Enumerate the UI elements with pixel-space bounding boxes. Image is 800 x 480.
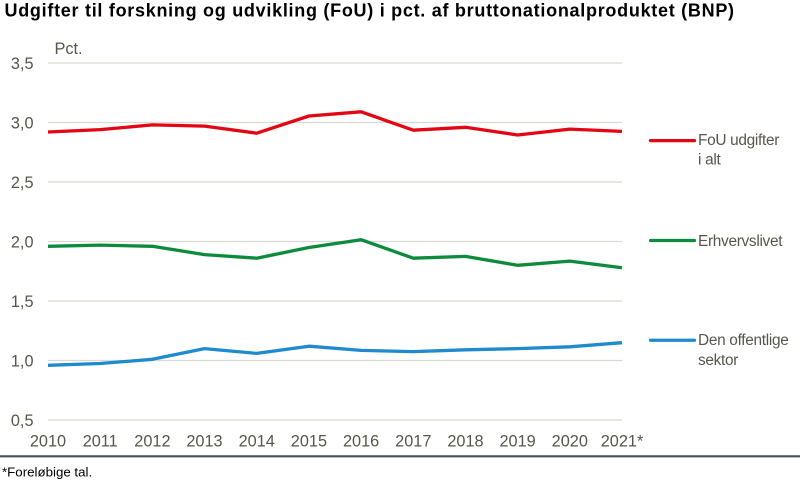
- svg-text:Pct.: Pct.: [55, 40, 83, 58]
- svg-text:2016: 2016: [343, 432, 379, 450]
- svg-text:Udgifter til forskning og udvi: Udgifter til forskning og udvikling (FoU…: [5, 1, 735, 21]
- svg-text:2,0: 2,0: [11, 233, 34, 251]
- svg-text:1,5: 1,5: [11, 293, 34, 311]
- svg-text:2013: 2013: [186, 432, 222, 450]
- svg-text:Erhvervslivet: Erhvervslivet: [698, 233, 783, 250]
- svg-text:2015: 2015: [291, 432, 327, 450]
- svg-text:2020: 2020: [552, 432, 588, 450]
- svg-text:2010: 2010: [30, 432, 66, 450]
- svg-text:2011: 2011: [83, 432, 118, 450]
- svg-text:2017: 2017: [395, 432, 431, 450]
- svg-text:sektor: sektor: [698, 352, 738, 369]
- svg-text:2021*: 2021*: [601, 432, 644, 450]
- svg-text:2014: 2014: [239, 432, 275, 450]
- svg-text:2012: 2012: [134, 432, 170, 450]
- svg-text:3,0: 3,0: [11, 114, 34, 132]
- svg-text:1,0: 1,0: [11, 352, 34, 370]
- svg-text:2018: 2018: [447, 432, 483, 450]
- svg-text:Den offentlige: Den offentlige: [698, 332, 789, 349]
- svg-text:*Foreløbige tal.: *Foreløbige tal.: [2, 464, 92, 479]
- svg-text:i alt: i alt: [698, 152, 721, 169]
- svg-text:2019: 2019: [499, 432, 535, 450]
- svg-text:0,5: 0,5: [11, 412, 34, 430]
- svg-text:3,5: 3,5: [11, 55, 34, 73]
- svg-text:FoU udgifter: FoU udgifter: [698, 132, 779, 149]
- svg-text:2,5: 2,5: [11, 174, 34, 192]
